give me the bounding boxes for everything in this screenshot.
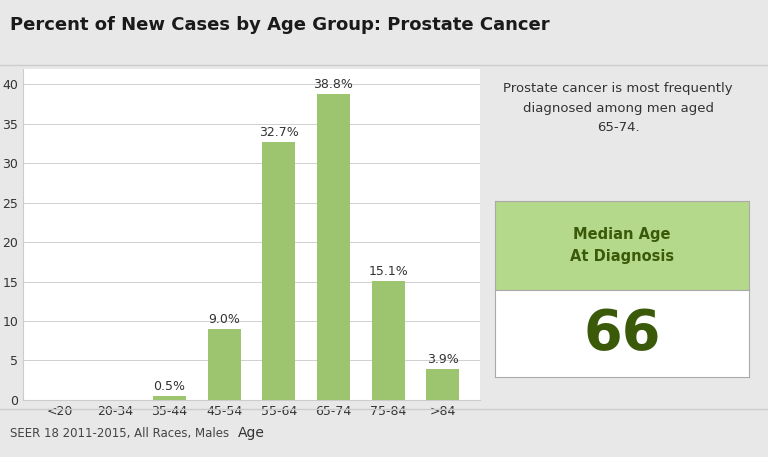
Text: SEER 18 2011-2015, All Races, Males: SEER 18 2011-2015, All Races, Males	[10, 427, 229, 440]
Text: Prostate cancer is most frequently
diagnosed among men aged
65-74.: Prostate cancer is most frequently diagn…	[504, 82, 733, 134]
Bar	[263, 142, 295, 400]
X-axis label: Age: Age	[238, 426, 265, 440]
Text: 0.5%: 0.5%	[154, 380, 186, 393]
Text: 32.7%: 32.7%	[259, 126, 299, 139]
Text: Percent of New Cases by Age Group: Prostate Cancer: Percent of New Cases by Age Group: Prost…	[10, 16, 550, 34]
Text: 66: 66	[584, 307, 660, 361]
Bar	[208, 329, 240, 400]
Bar	[317, 94, 350, 400]
Text: Median Age
At Diagnosis: Median Age At Diagnosis	[570, 227, 674, 264]
Bar	[153, 396, 186, 400]
Text: 9.0%: 9.0%	[208, 313, 240, 326]
Bar	[426, 369, 459, 400]
Text: 3.9%: 3.9%	[427, 353, 458, 366]
Bar	[372, 281, 405, 400]
Text: 38.8%: 38.8%	[313, 78, 353, 90]
Text: 15.1%: 15.1%	[369, 265, 408, 277]
